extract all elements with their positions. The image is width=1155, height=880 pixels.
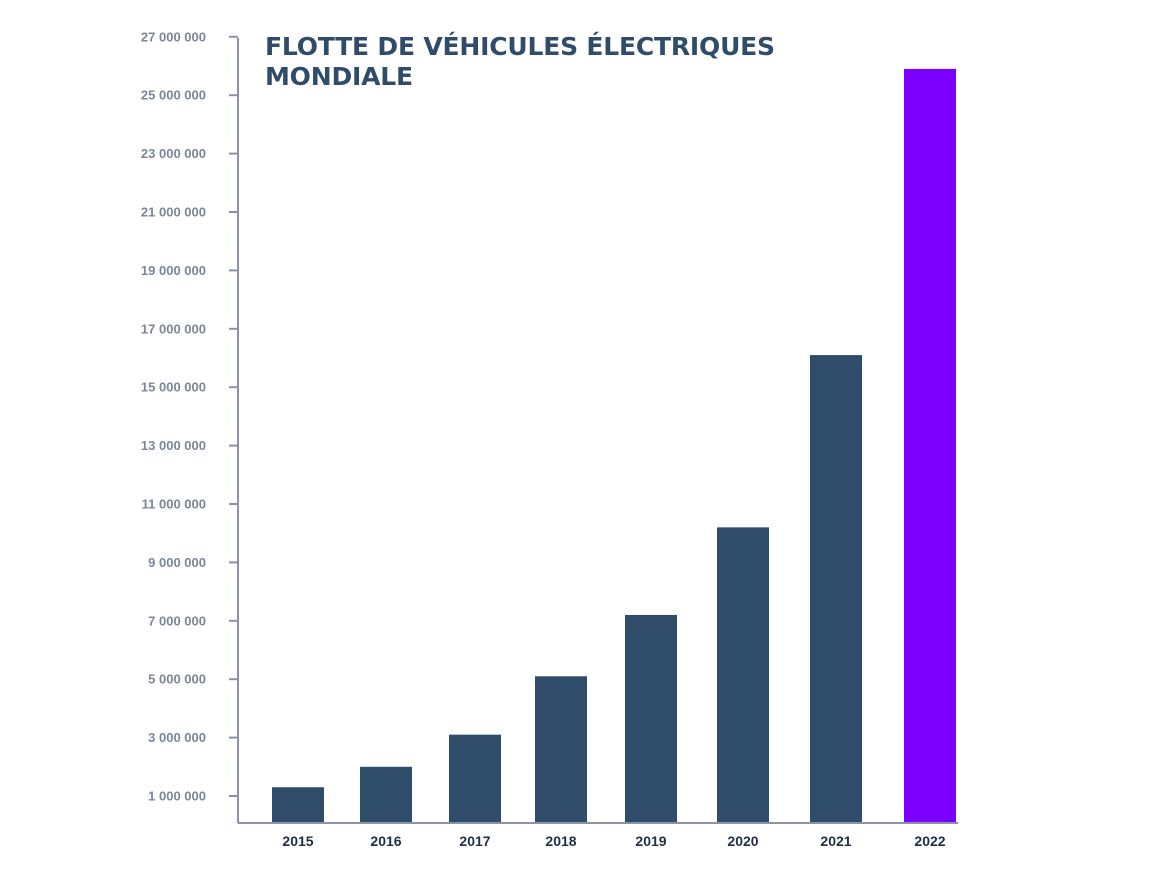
y-tick-label: 15 000 000 [141, 380, 206, 395]
x-tick-label: 2019 [635, 833, 666, 849]
x-axis-labels: 2015 2016 2017 2018 2019 2020 2021 2022 [282, 833, 945, 849]
chart-title: FLOTTE DE VÉHICULES ÉLECTRIQUES MONDIALE [265, 32, 775, 92]
y-tick-label: 23 000 000 [141, 146, 206, 161]
bar-2016 [360, 766, 412, 823]
x-tick-label: 2020 [727, 833, 758, 849]
x-tick-label: 2015 [282, 833, 313, 849]
x-tick-label: 2022 [914, 833, 945, 849]
y-tick-label: 13 000 000 [141, 438, 206, 453]
y-tick-label: 3 000 000 [148, 730, 206, 745]
y-tick-label: 19 000 000 [141, 263, 206, 278]
bar-2017 [449, 734, 501, 823]
bar-2015 [272, 787, 324, 823]
bar-2018 [535, 676, 587, 823]
bars [272, 68, 956, 824]
x-tick-label: 2016 [370, 833, 401, 849]
y-tick-label: 25 000 000 [141, 88, 206, 103]
y-tick-label: 17 000 000 [141, 321, 206, 336]
chart-title-line-2: MONDIALE [265, 62, 413, 91]
bar-2019 [625, 614, 677, 823]
y-tick-label: 7 000 000 [148, 613, 206, 628]
y-tick-label: 11 000 000 [142, 497, 206, 512]
y-tick-label: 9 000 000 [148, 555, 206, 570]
bar-2020 [717, 527, 769, 823]
x-tick-label: 2017 [459, 833, 490, 849]
chart-title-line-1: FLOTTE DE VÉHICULES ÉLECTRIQUES [265, 32, 775, 61]
x-tick-label: 2018 [545, 833, 576, 849]
bar-2022 [904, 68, 956, 824]
bar-2021 [810, 355, 862, 823]
x-tick-label: 2021 [820, 833, 851, 849]
y-tick-label: 1 000 000 [148, 789, 206, 804]
y-tick-label: 5 000 000 [148, 672, 206, 687]
y-tick-label: 21 000 000 [141, 205, 206, 220]
y-tick-label: 27 000 000 [141, 29, 206, 44]
y-axis-ticks: 1 000 000 3 000 000 5 000 000 7 000 000 9 00… [141, 29, 238, 804]
